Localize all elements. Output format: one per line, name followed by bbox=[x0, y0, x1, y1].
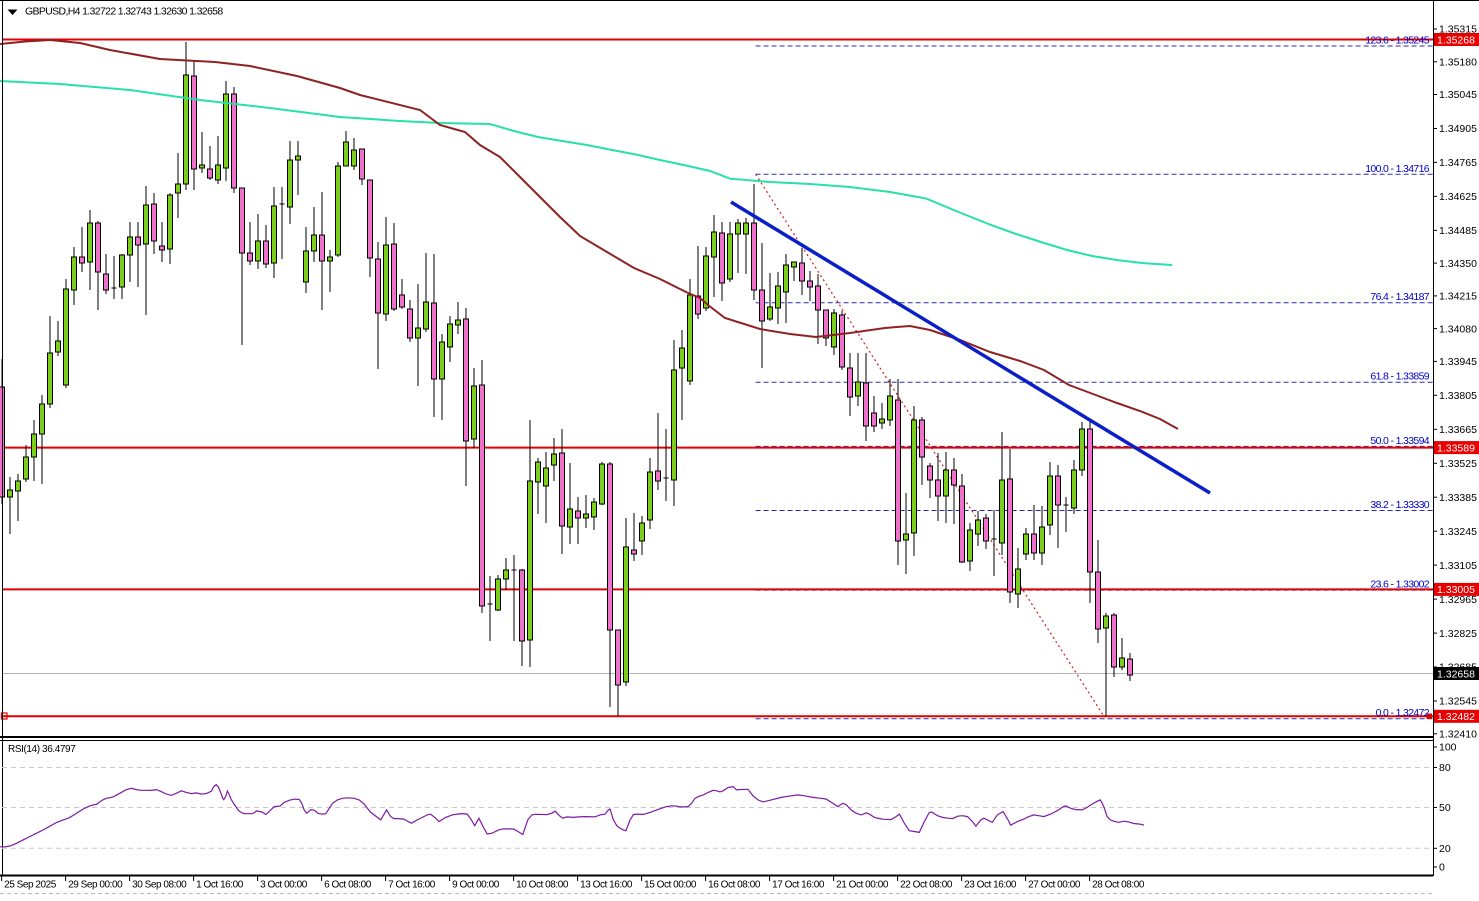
svg-text:1.34905: 1.34905 bbox=[1439, 123, 1477, 135]
svg-text:30 Sep 08:00: 30 Sep 08:00 bbox=[132, 880, 187, 891]
svg-text:50: 50 bbox=[1439, 802, 1451, 814]
svg-text:25 Sep 2025: 25 Sep 2025 bbox=[4, 880, 57, 891]
svg-text:1 Oct 16:00: 1 Oct 16:00 bbox=[196, 880, 244, 891]
svg-text:21 Oct 00:00: 21 Oct 00:00 bbox=[836, 880, 889, 891]
svg-text:100: 100 bbox=[1439, 742, 1457, 754]
svg-text:17 Oct 16:00: 17 Oct 16:00 bbox=[772, 880, 825, 891]
svg-text:1.32825: 1.32825 bbox=[1439, 628, 1477, 640]
svg-text:28 Oct 08:00: 28 Oct 08:00 bbox=[1092, 880, 1145, 891]
svg-text:100.0 - 1.34716: 100.0 - 1.34716 bbox=[1365, 163, 1430, 175]
svg-text:76.4 - 1.34187: 76.4 - 1.34187 bbox=[1370, 291, 1429, 303]
svg-text:0.0 - 1.32472: 0.0 - 1.32472 bbox=[1376, 707, 1430, 719]
svg-text:61.8 - 1.33859: 61.8 - 1.33859 bbox=[1370, 371, 1429, 383]
svg-text:23 Oct 16:00: 23 Oct 16:00 bbox=[964, 880, 1017, 891]
svg-text:29 Sep 00:00: 29 Sep 00:00 bbox=[68, 880, 123, 891]
svg-text:1.35045: 1.35045 bbox=[1439, 89, 1477, 101]
svg-text:15 Oct 00:00: 15 Oct 00:00 bbox=[644, 880, 697, 891]
svg-text:20: 20 bbox=[1439, 843, 1451, 855]
svg-text:6 Oct 08:00: 6 Oct 08:00 bbox=[324, 880, 372, 891]
svg-text:9 Oct 00:00: 9 Oct 00:00 bbox=[452, 880, 500, 891]
svg-text:0: 0 bbox=[1439, 862, 1445, 874]
svg-text:1.34350: 1.34350 bbox=[1439, 258, 1477, 270]
svg-text:1.33589: 1.33589 bbox=[1437, 442, 1475, 454]
svg-text:GBPUSD,H4 1.32722 1.32743 1.3: GBPUSD,H4 1.32722 1.32743 1.32630 1.3265… bbox=[25, 6, 223, 18]
svg-text:1.32965: 1.32965 bbox=[1439, 594, 1477, 606]
svg-text:22 Oct 08:00: 22 Oct 08:00 bbox=[900, 880, 953, 891]
svg-text:1.34485: 1.34485 bbox=[1439, 225, 1477, 237]
svg-text:1.35268: 1.35268 bbox=[1437, 34, 1475, 46]
svg-text:1.35180: 1.35180 bbox=[1439, 57, 1477, 69]
svg-text:1.34215: 1.34215 bbox=[1439, 291, 1477, 303]
svg-text:27 Oct 00:00: 27 Oct 00:00 bbox=[1028, 880, 1081, 891]
svg-text:16 Oct 08:00: 16 Oct 08:00 bbox=[708, 880, 761, 891]
svg-text:1.33105: 1.33105 bbox=[1439, 560, 1477, 572]
svg-text:1.34765: 1.34765 bbox=[1439, 157, 1477, 169]
svg-text:50.0 - 1.33594: 50.0 - 1.33594 bbox=[1370, 435, 1429, 447]
svg-text:80: 80 bbox=[1439, 762, 1451, 774]
svg-text:23.6 - 1.33002: 23.6 - 1.33002 bbox=[1370, 579, 1429, 591]
svg-text:38.2 - 1.33330: 38.2 - 1.33330 bbox=[1370, 499, 1429, 511]
svg-text:1.33525: 1.33525 bbox=[1439, 458, 1477, 470]
svg-text:1.33005: 1.33005 bbox=[1437, 584, 1475, 596]
svg-text:10 Oct 08:00: 10 Oct 08:00 bbox=[516, 880, 569, 891]
svg-text:1.35315: 1.35315 bbox=[1439, 24, 1477, 36]
svg-text:1.32410: 1.32410 bbox=[1439, 729, 1477, 741]
svg-text:1.33385: 1.33385 bbox=[1439, 492, 1477, 504]
svg-text:1.32658: 1.32658 bbox=[1437, 668, 1475, 680]
svg-text:1.34080: 1.34080 bbox=[1439, 323, 1477, 335]
svg-text:123.6 - 1.35245: 123.6 - 1.35245 bbox=[1365, 35, 1430, 47]
svg-text:RSI(14) 36.4797: RSI(14) 36.4797 bbox=[8, 744, 76, 755]
svg-text:1.34625: 1.34625 bbox=[1439, 191, 1477, 203]
svg-text:1.33945: 1.33945 bbox=[1439, 356, 1477, 368]
svg-text:1.33665: 1.33665 bbox=[1439, 424, 1477, 436]
svg-text:7 Oct 16:00: 7 Oct 16:00 bbox=[388, 880, 436, 891]
svg-text:13 Oct 16:00: 13 Oct 16:00 bbox=[580, 880, 633, 891]
svg-text:1.32482: 1.32482 bbox=[1437, 711, 1475, 723]
svg-text:3 Oct 00:00: 3 Oct 00:00 bbox=[260, 880, 308, 891]
svg-text:1.33245: 1.33245 bbox=[1439, 526, 1477, 538]
svg-text:1.33805: 1.33805 bbox=[1439, 390, 1477, 402]
svg-text:1.32545: 1.32545 bbox=[1439, 696, 1477, 708]
